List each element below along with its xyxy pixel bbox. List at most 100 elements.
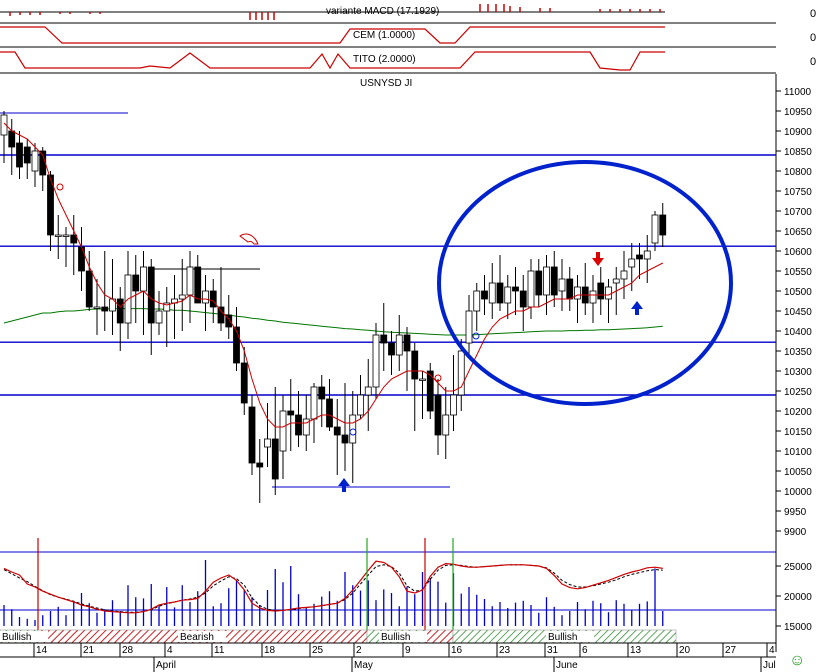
day-tick-label: 25 xyxy=(312,645,324,656)
price-tick-label: 10750 xyxy=(784,187,812,198)
long-moving-average xyxy=(3,308,663,336)
candle-down xyxy=(16,142,23,168)
price-tick-label: 10150 xyxy=(784,427,812,438)
cem-value: 0 xyxy=(810,32,816,44)
tito-label: TITO (2.0000) xyxy=(353,54,416,65)
day-tick-label: 20 xyxy=(679,645,691,656)
symbol-title: USNYSD JI xyxy=(360,78,412,89)
buy-arrow-icon xyxy=(631,301,643,315)
day-tick-label: 28 xyxy=(122,645,134,656)
buy-arrow-icon xyxy=(338,478,350,492)
price-tick-label: 10450 xyxy=(784,307,812,318)
candle-down xyxy=(248,406,256,464)
candle-down xyxy=(512,286,519,292)
day-tick-label: 9 xyxy=(405,645,411,656)
day-tick-label: 14 xyxy=(36,645,48,656)
candle-down xyxy=(380,334,388,344)
candle-up xyxy=(450,394,457,416)
sell-arrow-icon xyxy=(592,252,604,266)
candle-up xyxy=(442,414,450,436)
candle-down xyxy=(434,394,442,436)
candle-up xyxy=(457,350,465,396)
candle-down xyxy=(209,290,217,308)
candle-down xyxy=(217,306,225,324)
price-tick-label: 10850 xyxy=(784,147,812,158)
price-tick-label: 9900 xyxy=(784,527,807,538)
candle-up xyxy=(372,334,380,388)
day-tick-label: 2 xyxy=(356,645,362,656)
candle-up xyxy=(31,150,39,172)
price-axis: 11000 10950 10900 10850 10800 10750 10700 10650… xyxy=(776,87,812,538)
candle-up xyxy=(504,286,512,304)
candle-down xyxy=(566,278,574,300)
candle-up xyxy=(605,286,612,300)
candle-down xyxy=(116,298,124,324)
candle-up xyxy=(419,378,426,381)
candle-up xyxy=(54,234,62,237)
day-tick-label: 16 xyxy=(451,645,463,656)
month-tick-label: May xyxy=(354,660,373,671)
candle-up xyxy=(395,334,403,356)
candle-down xyxy=(496,282,504,304)
smiley-icon[interactable]: ☺ xyxy=(789,652,805,669)
candle-down xyxy=(256,462,264,468)
candle-up xyxy=(574,286,581,300)
price-tick-label: 10700 xyxy=(784,207,812,218)
candle-up xyxy=(310,386,318,420)
price-tick-label: 10200 xyxy=(784,407,812,418)
candle-up xyxy=(186,266,194,296)
hand-marker-icon xyxy=(56,183,64,191)
volume-signal-markers xyxy=(37,538,454,630)
price-tick-label: 10250 xyxy=(784,387,812,398)
candle-down xyxy=(403,334,411,352)
candle-up xyxy=(643,250,651,260)
candle-up xyxy=(364,386,372,396)
candle-down xyxy=(636,254,643,260)
trend-band: Bullish Bearish Bullish Bullish xyxy=(0,629,776,644)
tito-signal-line xyxy=(0,51,665,71)
candle-down xyxy=(194,266,202,304)
macd-histogram xyxy=(9,4,661,20)
month-tick-label: June xyxy=(556,660,578,671)
candle-up xyxy=(620,270,628,280)
candle-down xyxy=(659,214,667,236)
price-tick-label: 10800 xyxy=(784,167,812,178)
price-tick-label: 10500 xyxy=(784,287,812,298)
day-tick-label: 11 xyxy=(214,645,225,656)
price-tick-label: 10350 xyxy=(784,347,812,358)
indicator-panels: variante MACD (17.1929) CEM (1.0000) TIT… xyxy=(0,0,816,74)
volume-average-dashed xyxy=(3,564,663,613)
candle-down xyxy=(295,414,302,436)
candle-up xyxy=(202,290,209,304)
candle-down xyxy=(287,410,295,416)
band-label-bearish: Bearish xyxy=(180,632,214,643)
candle-down xyxy=(535,270,543,296)
macd-value: 0 xyxy=(810,8,816,20)
candle-up xyxy=(264,438,271,448)
candle-up xyxy=(527,270,535,308)
highlight-ellipse xyxy=(437,160,733,406)
day-tick-label: 31 xyxy=(547,645,559,656)
price-tick-label: 10600 xyxy=(784,247,812,258)
candle-up xyxy=(612,278,620,284)
volume-panel: 25000 20000 15000 xyxy=(0,538,812,633)
candle-up xyxy=(543,266,550,296)
candle-down xyxy=(333,426,341,436)
volume-axis: 25000 20000 15000 xyxy=(776,562,812,633)
candle-up xyxy=(357,394,364,416)
candle-down xyxy=(341,434,349,444)
band-label-background xyxy=(379,631,428,642)
candle-up xyxy=(279,410,287,452)
tito-value: 0 xyxy=(810,56,816,68)
day-tick-label: 27 xyxy=(725,645,737,656)
candle-up xyxy=(651,214,659,244)
candle-up xyxy=(163,302,171,312)
candlesticks xyxy=(0,111,667,503)
cem-signal-line xyxy=(0,26,665,44)
macd-label: variante MACD (17.1929) xyxy=(326,6,439,17)
candle-up xyxy=(178,294,186,300)
volume-tick-label: 20000 xyxy=(784,592,812,603)
day-tick-label: 4 xyxy=(167,645,173,656)
day-tick-label: 21 xyxy=(83,645,95,656)
